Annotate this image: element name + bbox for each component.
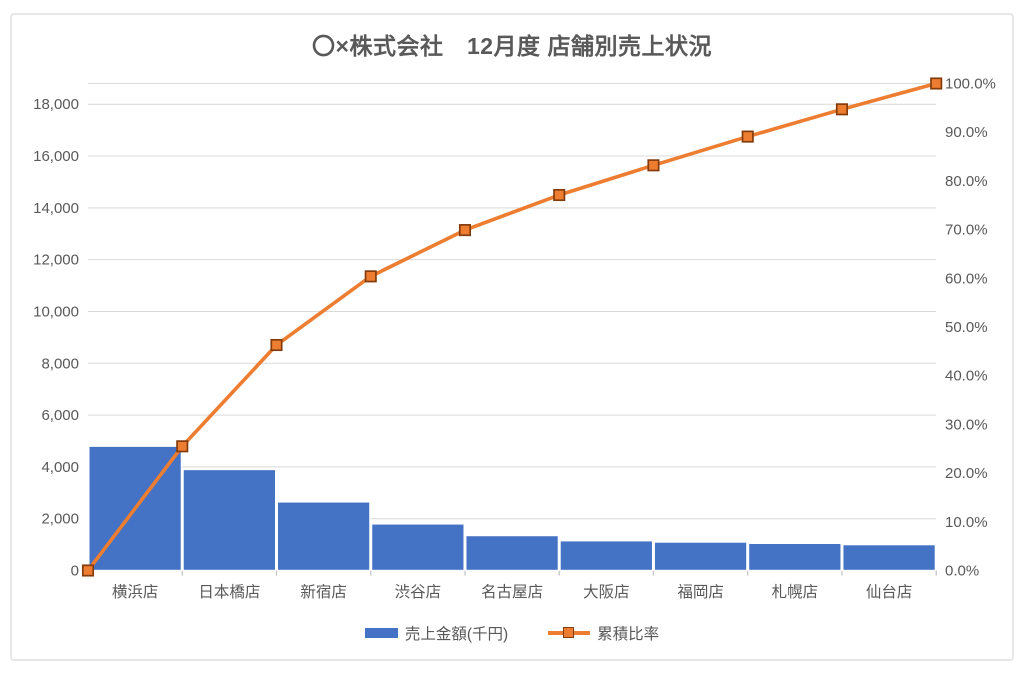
legend-item-cumulative: 累積比率 <box>548 622 659 644</box>
secondary-axis-tick-label: 100.0% <box>945 76 996 93</box>
y-axis-tick-label: 18,000 <box>33 96 79 113</box>
line-marker <box>458 224 472 237</box>
secondary-axis-tick-label: 80.0% <box>945 173 988 190</box>
category-label: 大阪店 <box>583 583 630 601</box>
y-axis-tick-label: 6,000 <box>41 407 79 424</box>
line-marker <box>553 188 566 202</box>
legend: 売上金額(千円) 累積比率 <box>0 622 1024 644</box>
legend-line-swatch-icon <box>548 627 591 638</box>
y-axis-tick-label: 12,000 <box>33 252 79 269</box>
secondary-axis-tick-label: 20.0% <box>945 465 988 482</box>
category-label: 札幌店 <box>772 583 819 601</box>
bar-福岡店 <box>653 541 748 572</box>
line-marker <box>81 564 95 577</box>
legend-label-sales: 売上金額(千円) <box>404 626 509 643</box>
secondary-axis-tick-label: 40.0% <box>945 368 988 385</box>
line-marker <box>364 270 377 283</box>
secondary-axis-tick-label: 50.0% <box>945 319 988 336</box>
y-axis-tick-label: 8,000 <box>41 355 79 372</box>
y-axis-tick-label: 14,000 <box>33 200 79 217</box>
legend-marker-icon <box>563 627 575 638</box>
category-label: 福岡店 <box>677 583 724 601</box>
bar-新宿店 <box>276 501 371 572</box>
y-axis-tick-label: 4,000 <box>41 459 79 476</box>
y-axis-tick-label: 2,000 <box>41 511 79 528</box>
line-marker <box>741 130 754 143</box>
cumulative-line <box>86 81 939 573</box>
line-marker <box>176 440 189 453</box>
category-label: 渋谷店 <box>395 583 442 601</box>
line-marker <box>270 338 283 352</box>
line-marker <box>930 77 943 90</box>
legend-label-cumulative: 累積比率 <box>597 626 660 643</box>
bar-日本橋店 <box>182 468 277 572</box>
bar-渋谷店 <box>370 523 465 572</box>
category-label: 横浜店 <box>112 583 159 601</box>
legend-item-sales: 売上金額(千円) <box>364 622 509 644</box>
category-label: 仙台店 <box>866 583 913 601</box>
y-axis-tick-label: 0 <box>71 563 79 580</box>
secondary-axis-tick-label: 10.0% <box>945 514 988 531</box>
chart-title: 〇×株式会社 12月度 店舗別売上状況 <box>312 33 712 59</box>
y-axis-tick-label: 10,000 <box>33 303 79 320</box>
category-label: 名古屋店 <box>481 583 543 601</box>
bar-名古屋店 <box>465 534 560 572</box>
bar-仙台店 <box>842 543 937 572</box>
secondary-axis-tick-label: 60.0% <box>945 270 988 287</box>
secondary-axis-tick-label: 0.0% <box>945 563 979 580</box>
line-marker <box>835 103 849 116</box>
secondary-axis-tick-label: 90.0% <box>945 124 988 141</box>
category-label: 日本橋店 <box>198 583 260 601</box>
line-marker <box>647 159 660 172</box>
bar-大阪店 <box>559 540 654 572</box>
secondary-axis-tick-label: 70.0% <box>945 222 988 239</box>
bar-札幌店 <box>747 542 842 572</box>
secondary-axis-tick-label: 30.0% <box>945 416 988 433</box>
y-axis-tick-label: 16,000 <box>33 148 79 165</box>
category-label: 新宿店 <box>300 583 347 601</box>
legend-bar-swatch-icon <box>364 628 398 638</box>
